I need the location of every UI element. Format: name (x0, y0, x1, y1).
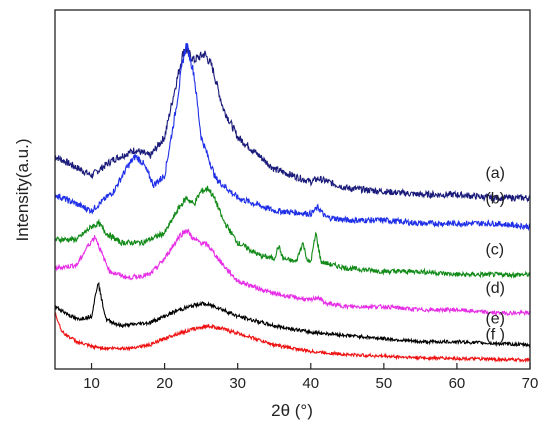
plot-frame (54, 9, 531, 370)
x-tick-label: 50 (376, 375, 393, 392)
series-label-a: (a) (485, 165, 505, 182)
series-label-f: (f ) (485, 326, 505, 343)
x-tick-label: 30 (229, 375, 246, 392)
x-tick-label: 70 (522, 375, 539, 392)
series-label-b: (b) (485, 190, 505, 207)
x-tick-label: 60 (449, 375, 466, 392)
series-label-e: (e) (485, 310, 505, 327)
x-ticks-group: 10 20 30 40 50 60 70 (83, 363, 538, 392)
series-line-c (54, 185, 531, 279)
x-tick-label: 20 (156, 375, 173, 392)
curves-group (54, 42, 531, 364)
series-label-c: (c) (485, 242, 504, 259)
x-tick-label: 40 (302, 375, 319, 392)
x-tick-label: 10 (83, 375, 100, 392)
series-line-d (54, 228, 531, 317)
series-line-a (54, 47, 531, 203)
series-line-b (54, 42, 531, 232)
series-label-d: (d) (485, 280, 505, 297)
curve-labels-group: (a) (b) (c) (d) (e)(f ) (485, 165, 505, 344)
series-line-e (54, 281, 531, 349)
x-axis-title: 2θ (°) (271, 401, 313, 420)
y-axis-title: Intensity(a.u.) (13, 139, 32, 242)
series-line-f (54, 312, 531, 364)
